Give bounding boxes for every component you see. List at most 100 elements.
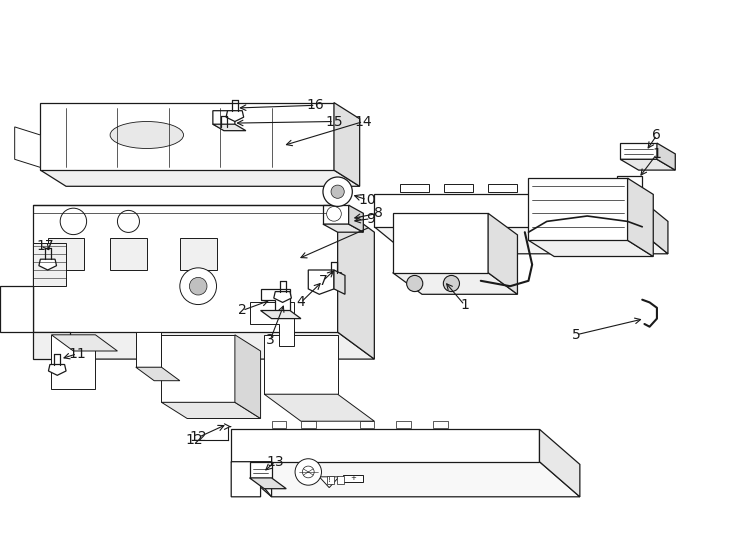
Polygon shape xyxy=(0,286,33,332)
Polygon shape xyxy=(40,170,360,186)
Polygon shape xyxy=(226,111,244,122)
Text: 16: 16 xyxy=(307,98,324,112)
Polygon shape xyxy=(433,421,448,428)
Polygon shape xyxy=(657,143,675,170)
Circle shape xyxy=(331,185,344,198)
Text: 10: 10 xyxy=(358,193,376,207)
Polygon shape xyxy=(33,243,66,286)
Polygon shape xyxy=(250,302,294,346)
Polygon shape xyxy=(319,477,339,488)
Circle shape xyxy=(189,278,207,295)
Polygon shape xyxy=(48,238,84,270)
Polygon shape xyxy=(617,176,642,189)
Polygon shape xyxy=(110,238,147,270)
Circle shape xyxy=(323,177,352,206)
Polygon shape xyxy=(393,213,488,273)
Circle shape xyxy=(443,275,459,292)
Text: 9: 9 xyxy=(366,212,375,226)
Text: 8: 8 xyxy=(374,206,382,220)
Polygon shape xyxy=(334,270,345,294)
Polygon shape xyxy=(213,124,246,131)
Text: 11: 11 xyxy=(68,347,86,361)
Polygon shape xyxy=(325,273,343,284)
Polygon shape xyxy=(374,194,635,227)
Polygon shape xyxy=(235,335,261,418)
Polygon shape xyxy=(323,224,363,232)
Text: 12: 12 xyxy=(186,433,203,447)
Circle shape xyxy=(407,275,423,292)
Text: 17: 17 xyxy=(37,239,54,253)
Polygon shape xyxy=(261,310,301,319)
Polygon shape xyxy=(393,273,517,294)
Circle shape xyxy=(295,459,321,485)
Polygon shape xyxy=(374,227,668,254)
Text: 5: 5 xyxy=(572,328,581,342)
Polygon shape xyxy=(620,143,657,159)
Polygon shape xyxy=(337,476,344,484)
Text: 13: 13 xyxy=(266,455,284,469)
Polygon shape xyxy=(250,462,272,478)
Polygon shape xyxy=(215,127,233,138)
Text: 14: 14 xyxy=(355,114,372,129)
Polygon shape xyxy=(161,402,261,418)
Text: 1: 1 xyxy=(653,147,661,161)
Polygon shape xyxy=(136,367,180,381)
Polygon shape xyxy=(528,178,628,240)
Polygon shape xyxy=(250,478,286,489)
Polygon shape xyxy=(396,421,411,428)
Polygon shape xyxy=(48,364,66,375)
Polygon shape xyxy=(444,184,473,192)
Polygon shape xyxy=(334,103,360,186)
Ellipse shape xyxy=(110,122,184,148)
Circle shape xyxy=(327,206,341,221)
Polygon shape xyxy=(231,429,539,462)
Polygon shape xyxy=(272,421,286,428)
Polygon shape xyxy=(51,335,95,389)
Polygon shape xyxy=(33,332,374,359)
Polygon shape xyxy=(264,394,374,421)
Polygon shape xyxy=(349,205,363,232)
Circle shape xyxy=(302,466,314,478)
Polygon shape xyxy=(301,421,316,428)
Text: 3: 3 xyxy=(266,333,275,347)
Polygon shape xyxy=(274,292,291,302)
Polygon shape xyxy=(360,421,374,428)
Polygon shape xyxy=(620,159,675,170)
Polygon shape xyxy=(400,184,429,192)
Polygon shape xyxy=(308,270,334,294)
Polygon shape xyxy=(33,205,338,332)
Text: +: + xyxy=(350,475,356,482)
Polygon shape xyxy=(40,103,334,170)
Polygon shape xyxy=(539,429,580,497)
Text: !: ! xyxy=(328,477,331,483)
Circle shape xyxy=(60,208,87,234)
Text: 6: 6 xyxy=(653,128,661,142)
Polygon shape xyxy=(161,335,235,402)
Text: 1: 1 xyxy=(460,298,469,312)
Text: 7: 7 xyxy=(319,274,327,288)
Polygon shape xyxy=(213,111,235,130)
Polygon shape xyxy=(323,205,349,224)
Polygon shape xyxy=(327,476,334,484)
Polygon shape xyxy=(136,332,161,367)
Polygon shape xyxy=(635,194,668,254)
Text: 4: 4 xyxy=(297,295,305,309)
Polygon shape xyxy=(180,238,217,270)
Circle shape xyxy=(117,211,139,232)
Polygon shape xyxy=(15,127,40,167)
Polygon shape xyxy=(488,213,517,294)
Polygon shape xyxy=(51,335,117,351)
Polygon shape xyxy=(528,240,653,256)
Polygon shape xyxy=(231,462,272,497)
Polygon shape xyxy=(231,462,580,497)
Polygon shape xyxy=(488,184,517,192)
Text: 12: 12 xyxy=(189,430,207,444)
Polygon shape xyxy=(628,178,653,256)
Polygon shape xyxy=(39,259,57,270)
Text: 2: 2 xyxy=(238,303,247,318)
Polygon shape xyxy=(264,335,338,394)
Polygon shape xyxy=(33,332,70,359)
Text: 15: 15 xyxy=(325,114,343,129)
Polygon shape xyxy=(261,289,290,310)
Polygon shape xyxy=(343,475,363,482)
